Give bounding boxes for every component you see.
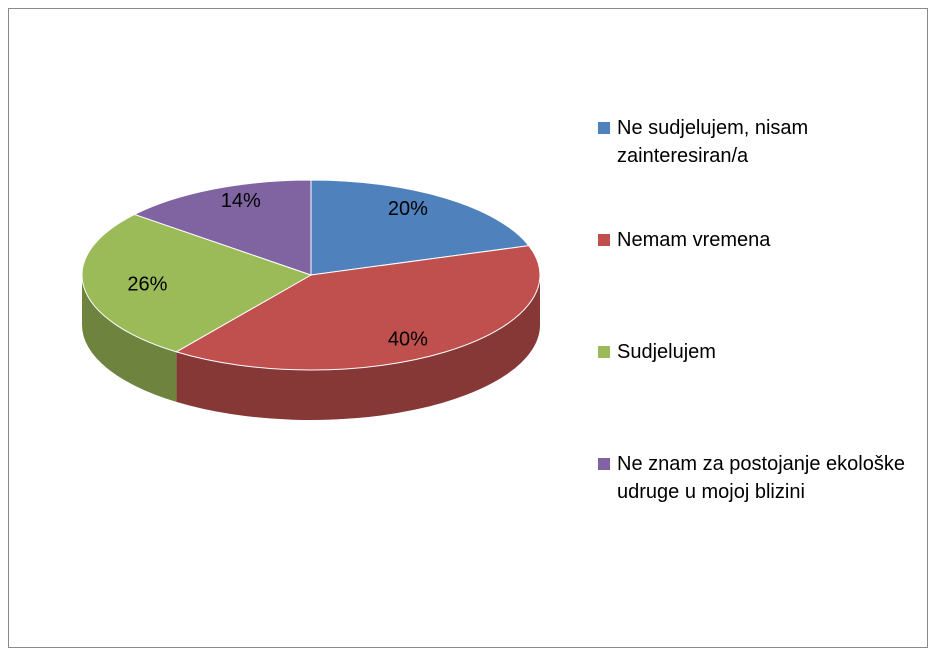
legend-swatch — [598, 458, 610, 470]
data-label: 26% — [127, 273, 167, 295]
data-label: 14% — [221, 190, 261, 212]
pie-slice — [310, 179, 530, 276]
legend-item: Ne znam za postojanje ekološke udruge u … — [598, 450, 908, 506]
legend-label: Sudjelujem — [617, 341, 716, 363]
legend-item: Sudjelujem — [598, 338, 908, 366]
data-label: 40% — [388, 329, 428, 351]
legend-label: Ne znam za postojanje ekološke udruge u … — [617, 453, 905, 503]
legend-swatch — [598, 122, 610, 134]
pie-slice — [133, 179, 312, 276]
chart: 20% 40% 26% 14% — [81, 179, 541, 421]
legend-swatch — [598, 234, 610, 246]
page: {"chart_data": {"type": "pie", "categori… — [8, 8, 928, 648]
data-label: 20% — [388, 198, 428, 220]
pie-side — [82, 275, 177, 402]
legend-item: Ne sudjelujem, nisam zainteresiran/a — [598, 114, 908, 170]
legend-label: Ne sudjelujem, nisam zainteresiran/a — [617, 117, 809, 167]
pie-side — [176, 275, 541, 421]
pie-slice — [81, 213, 313, 353]
pie-slice — [175, 245, 541, 371]
legend-item: Nemam vremena — [598, 226, 908, 254]
legend-swatch — [598, 346, 610, 358]
legend-label: Nemam vremena — [617, 229, 771, 251]
